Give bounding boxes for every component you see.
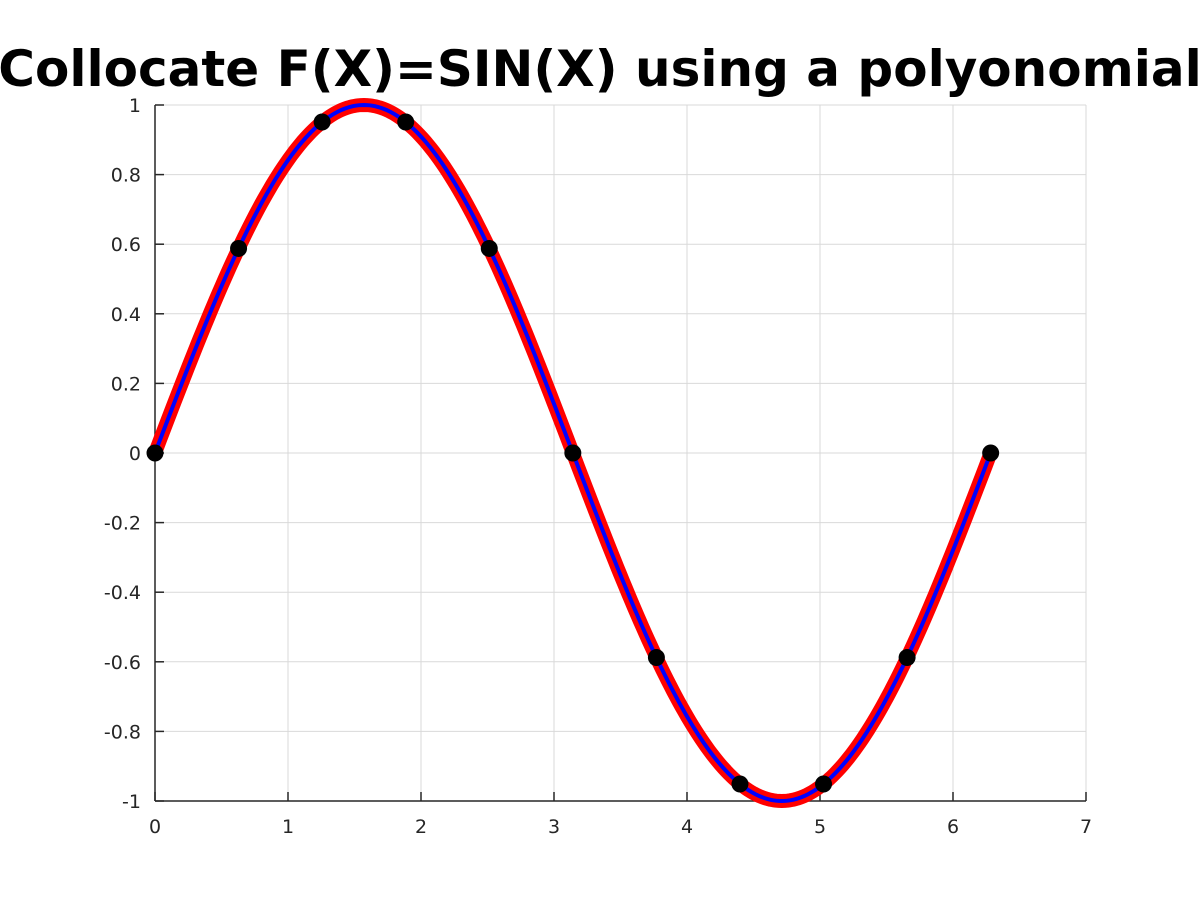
x-tick-label: 2 bbox=[415, 816, 427, 838]
x-tick-label: 3 bbox=[548, 816, 560, 838]
y-tick-label: 0 bbox=[129, 443, 141, 465]
y-tick-label: 0.4 bbox=[111, 304, 141, 326]
chart-title: Collocate F(X)=SIN(X) using a polyonomia… bbox=[0, 40, 1200, 98]
collocation-point bbox=[731, 775, 749, 793]
y-tick-label: -0.8 bbox=[104, 721, 141, 743]
x-tick-label: 5 bbox=[814, 816, 826, 838]
x-tick-label: 0 bbox=[149, 816, 161, 838]
x-tick-label: 7 bbox=[1080, 816, 1092, 838]
y-tick-label: -0.4 bbox=[104, 582, 141, 604]
y-tick-label: -0.2 bbox=[104, 513, 141, 535]
y-tick-label: -1 bbox=[122, 791, 141, 813]
x-tick-label: 4 bbox=[681, 816, 693, 838]
x-tick-label: 1 bbox=[282, 816, 294, 838]
collocation-point bbox=[230, 239, 248, 257]
collocation-point bbox=[397, 113, 415, 131]
collocation-point bbox=[313, 113, 331, 131]
collocation-points bbox=[146, 113, 1000, 793]
collocation-point bbox=[564, 444, 582, 462]
y-tick-label: 0.6 bbox=[111, 234, 141, 256]
collocation-point bbox=[146, 444, 164, 462]
y-tick-label: 1 bbox=[129, 95, 141, 117]
collocation-point bbox=[898, 649, 916, 667]
y-tick-label: 0.2 bbox=[111, 373, 141, 395]
collocation-point bbox=[815, 775, 833, 793]
collocation-point bbox=[647, 649, 665, 667]
y-tick-label: -0.6 bbox=[104, 652, 141, 674]
grid bbox=[154, 104, 1087, 802]
x-tick-label: 6 bbox=[947, 816, 959, 838]
y-tick-label: 0.8 bbox=[111, 165, 141, 187]
collocation-point bbox=[480, 239, 498, 257]
collocation-point bbox=[982, 444, 1000, 462]
